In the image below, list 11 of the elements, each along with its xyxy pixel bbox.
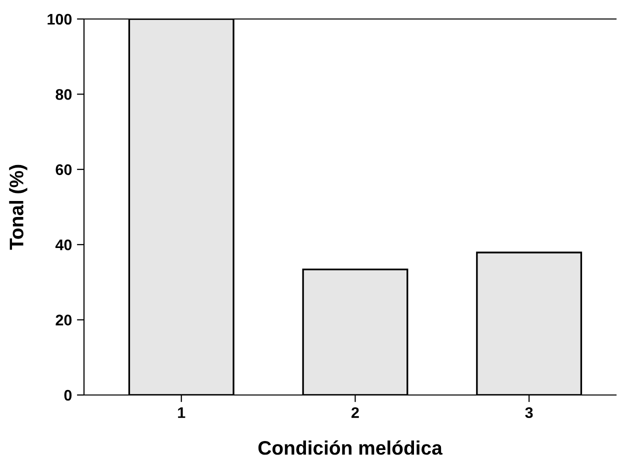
y-axis-title: Tonal (%) xyxy=(9,164,28,250)
x-tick-label: 3 xyxy=(525,407,533,418)
x-tick-label: 2 xyxy=(352,407,359,418)
y-tick-label: 60 xyxy=(56,164,72,176)
y-tick-label: 100 xyxy=(48,14,72,25)
x-tick-label: 1 xyxy=(178,407,186,418)
y-tick-label: 0 xyxy=(64,390,72,401)
y-tick-label: 40 xyxy=(55,239,72,250)
y-tick-label: 80 xyxy=(56,89,72,100)
y-tick-label: 20 xyxy=(56,314,72,326)
x-axis-title: Condición melódica xyxy=(258,440,442,455)
